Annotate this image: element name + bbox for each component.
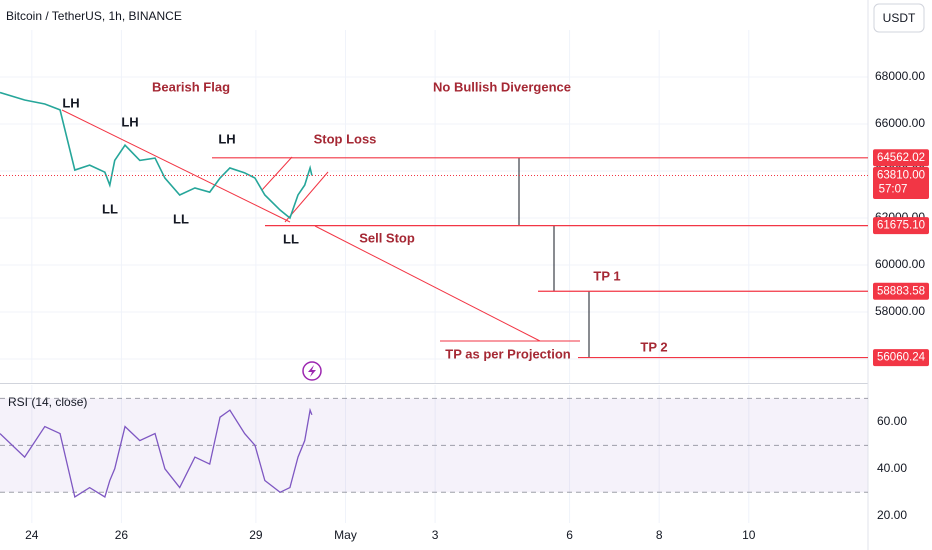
x-tick-label: 26 <box>115 528 129 542</box>
y-tick-label: 58000.00 <box>875 304 925 318</box>
annotation: TP 1 <box>593 268 620 283</box>
y-tick-label: 68000.00 <box>875 69 925 83</box>
last-price-box <box>873 166 929 199</box>
drawings <box>61 109 590 381</box>
swing-label: LH <box>121 114 138 129</box>
rsi-tick-label: 20.00 <box>877 508 907 522</box>
x-tick-label: 6 <box>566 528 573 542</box>
level-label-box <box>873 282 929 300</box>
price-line <box>0 407 313 499</box>
currency-button[interactable] <box>873 3 925 33</box>
y-tick-label: 60000.00 <box>875 257 925 271</box>
currency-label[interactable]: USDT <box>883 11 916 25</box>
x-tick-label: May <box>334 528 357 542</box>
level-label-box <box>873 349 929 367</box>
level-label: 61675.10 <box>877 220 925 232</box>
x-tick-label: 24 <box>25 528 39 542</box>
x-tick-label: 10 <box>742 528 756 542</box>
annotation: Stop Loss <box>314 131 377 146</box>
annotation: No Bullish Divergence <box>433 79 571 94</box>
rsi-tick-label: 60.00 <box>877 414 907 428</box>
level-label-box <box>873 149 929 167</box>
swing-label: LH <box>62 95 79 110</box>
x-tick-label: 29 <box>249 528 263 542</box>
annotation: TP as per Projection <box>445 346 571 361</box>
level-label-box <box>873 217 929 235</box>
x-tick-label: 3 <box>432 528 439 542</box>
pole-line <box>61 109 291 223</box>
y-tick-label: 66000.00 <box>875 116 925 130</box>
level-label: 56060.24 <box>877 352 926 364</box>
price-line <box>0 91 313 220</box>
projection-line <box>314 225 541 342</box>
swing-label: LL <box>283 231 299 246</box>
event-bolt <box>308 365 316 377</box>
level-label: 58883.58 <box>877 285 925 297</box>
chart-title: Bitcoin / TetherUS, 1h, BINANCE <box>6 9 182 23</box>
swing-label: LL <box>102 201 118 216</box>
x-tick-label: 8 <box>656 528 663 542</box>
last-price-label: 63810.00 <box>877 169 925 181</box>
annotation: Bearish Flag <box>152 79 230 94</box>
annotation: Sell Stop <box>359 230 415 245</box>
rsi-tick-label: 40.00 <box>877 461 907 475</box>
rsi-title: RSI (14, close) <box>8 395 87 409</box>
countdown: 57:07 <box>879 183 908 195</box>
pane-separator <box>0 383 868 384</box>
annotation: TP 2 <box>640 339 667 354</box>
swing-label: LH <box>218 131 235 146</box>
swing-label: LL <box>173 211 189 226</box>
flag-upper <box>261 156 293 191</box>
level-label: 64562.02 <box>877 152 925 164</box>
